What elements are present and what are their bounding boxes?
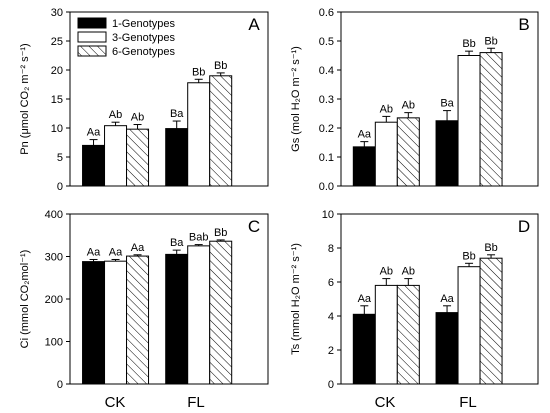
y-tick-label: 0 bbox=[57, 379, 63, 391]
data-label: Bb bbox=[192, 66, 205, 78]
y-tick-label: 0.5 bbox=[319, 36, 334, 48]
panel-letter: D bbox=[518, 217, 530, 236]
y-axis-label: Pn (μmol CO₂ m⁻² s⁻¹) bbox=[19, 43, 31, 154]
data-label: Bb bbox=[214, 227, 227, 239]
bar bbox=[457, 55, 481, 187]
y-tick-label: 20 bbox=[51, 65, 63, 77]
panel-c: 0 100 200 300 400 Ci (mmol CO₂mol⁻¹) C Aa Ba Aa Ba… bbox=[19, 209, 269, 391]
bar bbox=[479, 52, 503, 187]
x-label-ck-right: CK bbox=[375, 394, 396, 411]
panel-letter: B bbox=[518, 15, 529, 34]
panel-letter: C bbox=[248, 217, 260, 236]
y-tick-label: 0.3 bbox=[319, 94, 334, 106]
bar bbox=[374, 284, 398, 385]
data-label: Aa bbox=[358, 293, 372, 305]
data-label: Ab bbox=[380, 266, 393, 278]
bar bbox=[435, 312, 459, 385]
bar bbox=[165, 128, 189, 187]
panel-b: 0.0 0.1 0.2 0.3 0.4 0.5 0.6 Gs (mol H₂O m⁻² s⁻¹… bbox=[290, 7, 539, 193]
bar bbox=[165, 253, 189, 385]
data-label: Ab bbox=[109, 109, 122, 121]
y-tick-label: 10 bbox=[322, 209, 334, 221]
data-label: Ab bbox=[402, 100, 415, 112]
bar bbox=[104, 260, 128, 385]
x-label-ck-left: CK bbox=[105, 394, 126, 411]
legend-swatch bbox=[77, 17, 107, 29]
data-label: Bb bbox=[462, 38, 475, 50]
bar bbox=[104, 125, 128, 187]
panel-letter: A bbox=[248, 15, 260, 34]
y-tick-label: 0.4 bbox=[319, 65, 334, 77]
bar bbox=[479, 257, 503, 385]
bar bbox=[187, 82, 211, 187]
y-tick-label: 0 bbox=[57, 181, 63, 193]
data-label: Aa bbox=[440, 293, 454, 305]
y-tick-label: 10 bbox=[51, 123, 63, 135]
y-axis-label: Ts (mmol H₂O m⁻² s⁻¹) bbox=[290, 243, 302, 355]
bar bbox=[352, 313, 376, 385]
panel-d: 0 2 4 6 8 10 Ts (mmol H₂O m⁻² s⁻¹) D Aa Aa Ab Bb Ab B… bbox=[290, 209, 539, 391]
x-label-fl-left: FL bbox=[187, 394, 205, 411]
data-label: Ba bbox=[440, 98, 454, 110]
data-label: Ba bbox=[170, 237, 184, 249]
y-tick-label: 300 bbox=[45, 252, 63, 264]
y-tick-label: 8 bbox=[328, 243, 334, 255]
y-tick-label: 6 bbox=[328, 277, 334, 289]
data-label: Aa bbox=[87, 246, 101, 258]
y-tick-label: 0.2 bbox=[319, 123, 334, 135]
legend-swatch bbox=[77, 31, 107, 43]
data-label: Bb bbox=[484, 242, 497, 254]
data-label: Ba bbox=[170, 108, 184, 120]
data-label: Bb bbox=[484, 35, 497, 47]
y-tick-label: 15 bbox=[51, 94, 63, 106]
bar bbox=[82, 261, 106, 385]
y-axis-label: Ci (mmol CO₂mol⁻¹) bbox=[19, 250, 31, 349]
data-label: Aa bbox=[109, 246, 123, 258]
data-label: Ab bbox=[402, 266, 415, 278]
legend-label: 6-Genotypes bbox=[112, 46, 175, 58]
y-tick-label: 4 bbox=[328, 311, 334, 323]
bar bbox=[352, 146, 376, 187]
y-tick-label: 2 bbox=[328, 345, 334, 357]
y-tick-label: 0.1 bbox=[319, 152, 334, 164]
data-label: Ab bbox=[380, 103, 393, 115]
bar bbox=[209, 75, 233, 187]
data-label: Ab bbox=[131, 112, 144, 124]
y-tick-label: 100 bbox=[45, 337, 63, 349]
y-tick-label: 0.6 bbox=[319, 7, 334, 19]
y-tick-label: 400 bbox=[45, 209, 63, 221]
y-tick-label: 0 bbox=[328, 379, 334, 391]
bar bbox=[374, 121, 398, 187]
y-tick-label: 200 bbox=[45, 294, 63, 306]
legend-label: 3-Genotypes bbox=[112, 32, 175, 44]
y-tick-label: 5 bbox=[57, 152, 63, 164]
bar bbox=[187, 245, 211, 385]
bar bbox=[209, 240, 233, 385]
bar bbox=[396, 117, 420, 187]
data-label: Aa bbox=[358, 129, 372, 141]
legend-label: 1-Genotypes bbox=[112, 18, 175, 30]
data-label: Bb bbox=[462, 250, 475, 262]
bar bbox=[126, 255, 150, 385]
x-label-fl-right: FL bbox=[459, 394, 477, 411]
bar bbox=[82, 144, 106, 187]
bar bbox=[435, 120, 459, 187]
data-label: Aa bbox=[87, 127, 101, 139]
bar bbox=[457, 266, 481, 385]
panel-a: 0 5 10 15 20 25 30 Pn (μmol CO₂ m⁻² s⁻¹) A Aa Ba Ab… bbox=[19, 7, 269, 193]
data-label: Bb bbox=[214, 60, 227, 72]
y-axis-label: Gs (mol H₂O m⁻² s⁻¹) bbox=[290, 46, 302, 152]
data-label: Bab bbox=[189, 232, 209, 244]
data-label: Aa bbox=[131, 242, 145, 254]
legend-swatch bbox=[77, 45, 107, 57]
y-tick-label: 0.0 bbox=[319, 181, 334, 193]
y-tick-label: 25 bbox=[51, 36, 63, 48]
bar bbox=[396, 284, 420, 385]
bar bbox=[126, 128, 150, 187]
y-tick-label: 30 bbox=[51, 7, 63, 19]
